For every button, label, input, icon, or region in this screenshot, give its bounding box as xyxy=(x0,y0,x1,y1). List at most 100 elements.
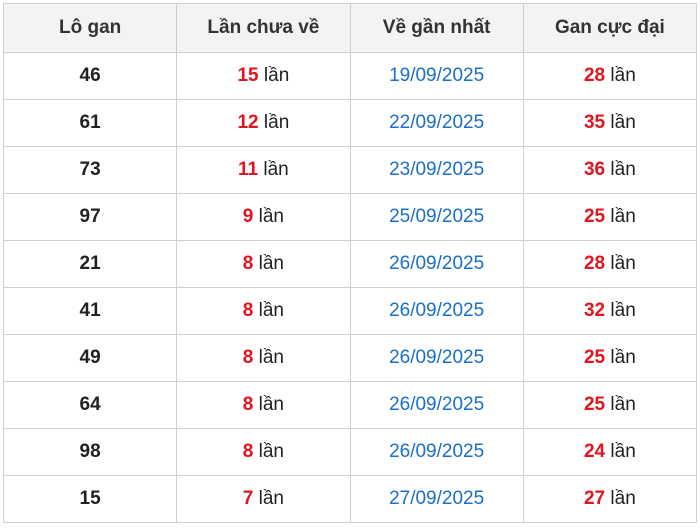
last-date: 26/09/2025 xyxy=(389,347,485,368)
header-cell: Lần chưa về xyxy=(176,3,351,53)
missed-cell: 8 lần xyxy=(176,240,351,288)
number-cell: 64 xyxy=(2,381,178,429)
table-row: 49 8 lần 26/09/2025 25 lần xyxy=(2,334,698,382)
lo-number: 98 xyxy=(79,441,101,462)
last-date: 26/09/2025 xyxy=(389,441,485,462)
date-cell: 25/09/2025 xyxy=(349,193,524,241)
lo-number: 61 xyxy=(79,112,101,133)
date-cell: 26/09/2025 xyxy=(349,287,524,335)
max-cell: 24 lần xyxy=(522,428,698,476)
missed-count: 8 xyxy=(242,347,254,368)
table-row: 46 15 lần 19/09/2025 28 lần xyxy=(2,52,698,100)
unit: lần xyxy=(263,112,290,133)
max-count: 25 xyxy=(583,347,606,368)
table-body: 46 15 lần 19/09/2025 28 lần 61 12 lần 22/09/20… xyxy=(2,52,698,523)
unit: lần xyxy=(610,112,636,133)
max-cell: 28 lần xyxy=(522,240,698,288)
unit: lần xyxy=(610,253,636,274)
missed-cell: 8 lần xyxy=(176,428,351,476)
unit: lần xyxy=(610,347,636,368)
max-count: 32 xyxy=(583,300,606,321)
date-cell: 19/09/2025 xyxy=(349,52,524,100)
unit: lần xyxy=(258,441,284,462)
missed-count: 8 xyxy=(242,394,254,415)
date-cell: 26/09/2025 xyxy=(349,428,524,476)
lo-number: 73 xyxy=(79,159,101,180)
unit: lần xyxy=(610,206,636,227)
missed-count: 15 xyxy=(237,65,259,86)
missed-count: 7 xyxy=(242,488,254,509)
unit: lần xyxy=(258,488,284,509)
lo-number: 97 xyxy=(79,206,101,227)
last-date: 25/09/2025 xyxy=(389,206,485,227)
max-cell: 35 lần xyxy=(522,99,698,147)
unit: lần xyxy=(610,488,636,509)
number-cell: 15 xyxy=(2,475,178,523)
missed-count: 8 xyxy=(242,441,254,462)
date-cell: 27/09/2025 xyxy=(349,475,524,523)
unit: lần xyxy=(263,159,289,180)
missed-cell: 9 lần xyxy=(176,193,351,241)
max-count: 35 xyxy=(583,112,606,133)
table-row: 21 8 lần 26/09/2025 28 lần xyxy=(2,240,698,288)
table-row: 97 9 lần 25/09/2025 25 lần xyxy=(2,193,698,241)
missed-count: 12 xyxy=(237,112,259,133)
table-header: Lô gan Lần chưa về Về gần nhất Gan cực đ… xyxy=(2,3,698,53)
header-row: Lô gan Lần chưa về Về gần nhất Gan cực đ… xyxy=(2,3,698,53)
unit: lần xyxy=(610,65,636,86)
max-cell: 36 lần xyxy=(522,146,698,194)
missed-cell: 11 lần xyxy=(176,146,351,194)
missed-cell: 8 lần xyxy=(176,334,351,382)
max-count: 27 xyxy=(583,488,606,509)
missed-cell: 12 lần xyxy=(176,99,351,147)
table-row: 64 8 lần 26/09/2025 25 lần xyxy=(2,381,698,429)
number-cell: 73 xyxy=(2,146,178,194)
date-cell: 26/09/2025 xyxy=(349,381,524,429)
missed-cell: 8 lần xyxy=(176,381,351,429)
last-date: 19/09/2025 xyxy=(389,65,485,86)
lo-gan-table: Lô gan Lần chưa về Về gần nhất Gan cực đ… xyxy=(2,3,698,523)
header-cell: Lô gan xyxy=(2,3,178,53)
unit: lần xyxy=(258,253,284,274)
max-count: 36 xyxy=(583,159,606,180)
max-count: 24 xyxy=(583,441,606,462)
last-date: 27/09/2025 xyxy=(389,488,485,509)
missed-cell: 15 lần xyxy=(176,52,351,100)
number-cell: 46 xyxy=(2,52,178,100)
unit: lần xyxy=(610,159,636,180)
table-row: 73 11 lần 23/09/2025 36 lần xyxy=(2,146,698,194)
date-cell: 22/09/2025 xyxy=(349,99,524,147)
lo-number: 15 xyxy=(79,488,101,509)
unit: lần xyxy=(258,300,284,321)
last-date: 22/09/2025 xyxy=(389,112,485,133)
last-date: 26/09/2025 xyxy=(389,394,485,415)
lo-number: 41 xyxy=(79,300,101,321)
lo-number: 46 xyxy=(79,65,101,86)
table-row: 15 7 lần 27/09/2025 27 lần xyxy=(2,475,698,523)
number-cell: 97 xyxy=(2,193,178,241)
missed-cell: 8 lần xyxy=(176,287,351,335)
missed-count: 8 xyxy=(242,253,254,274)
missed-count: 11 xyxy=(238,159,259,180)
number-cell: 61 xyxy=(2,99,178,147)
max-cell: 25 lần xyxy=(522,193,698,241)
max-count: 25 xyxy=(583,394,606,415)
table-row: 41 8 lần 26/09/2025 32 lần xyxy=(2,287,698,335)
max-count: 28 xyxy=(583,65,606,86)
date-cell: 23/09/2025 xyxy=(349,146,524,194)
missed-cell: 7 lần xyxy=(176,475,351,523)
unit: lần xyxy=(258,394,284,415)
unit: lần xyxy=(610,300,636,321)
last-date: 26/09/2025 xyxy=(389,300,485,321)
max-cell: 27 lần xyxy=(522,475,698,523)
max-cell: 25 lần xyxy=(522,334,698,382)
lo-number: 49 xyxy=(79,347,101,368)
date-cell: 26/09/2025 xyxy=(349,334,524,382)
max-count: 28 xyxy=(583,253,606,274)
header-cell: Gan cực đại xyxy=(522,3,698,53)
table-row: 98 8 lần 26/09/2025 24 lần xyxy=(2,428,698,476)
max-count: 25 xyxy=(583,206,606,227)
header-cell: Về gần nhất xyxy=(349,3,524,53)
table-row: 61 12 lần 22/09/2025 35 lần xyxy=(2,99,698,147)
